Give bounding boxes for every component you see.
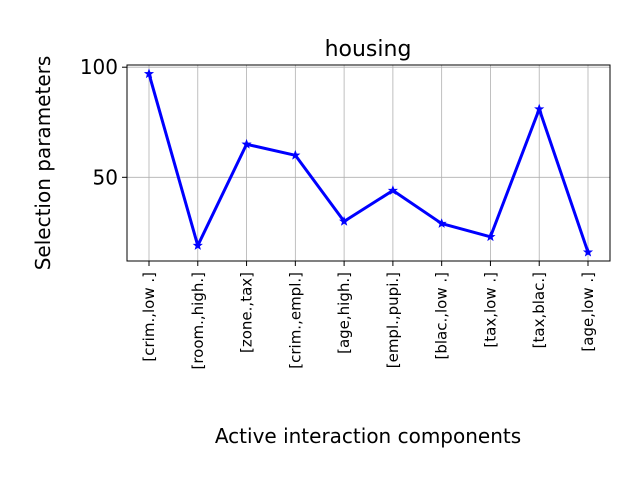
series-line: [147, 73, 590, 253]
data-point: [485, 231, 496, 242]
data-point: [387, 185, 398, 195]
data-point: [436, 218, 447, 228]
x-tick-label: [crim.,empl.]: [286, 272, 304, 369]
plot-frame: [126, 64, 611, 262]
x-tick-label: [age,high.]: [335, 272, 353, 354]
x-tick-label: [empl.,pupi.]: [384, 272, 402, 368]
x-tick-label: [tax,low .]: [481, 272, 499, 348]
x-tick-label: [crim.,low .]: [140, 272, 158, 362]
y-tick-label: 50: [93, 165, 118, 189]
series-layer: [147, 73, 590, 253]
data-point: [582, 246, 594, 257]
grid-lines: [127, 65, 610, 261]
data-point: [290, 149, 301, 160]
x-axis-ticks: [crim.,low .] [room.,high.] [zone.,tax] [cr…: [140, 261, 597, 370]
x-tick-label: [zone.,tax]: [238, 272, 256, 353]
x-tick-label: [tax,blac.]: [530, 272, 548, 348]
y-axis-ticks: 50 100: [80, 55, 127, 189]
x-axis-label: Active interaction components: [215, 424, 521, 448]
data-point: [339, 216, 350, 226]
x-tick-label: [age,low .]: [579, 272, 597, 352]
x-tick-label: [room.,high.]: [189, 272, 207, 370]
data-point: [534, 103, 545, 114]
y-tick-label: 100: [80, 55, 118, 79]
markers-layer: [143, 68, 594, 257]
data-point: [241, 138, 252, 149]
x-tick-label: [blac.,low .]: [433, 272, 451, 360]
data-point: [192, 240, 203, 250]
chart-title: housing: [325, 37, 412, 62]
data-point: [143, 68, 155, 79]
y-axis-label: Selection parameters: [31, 56, 55, 271]
